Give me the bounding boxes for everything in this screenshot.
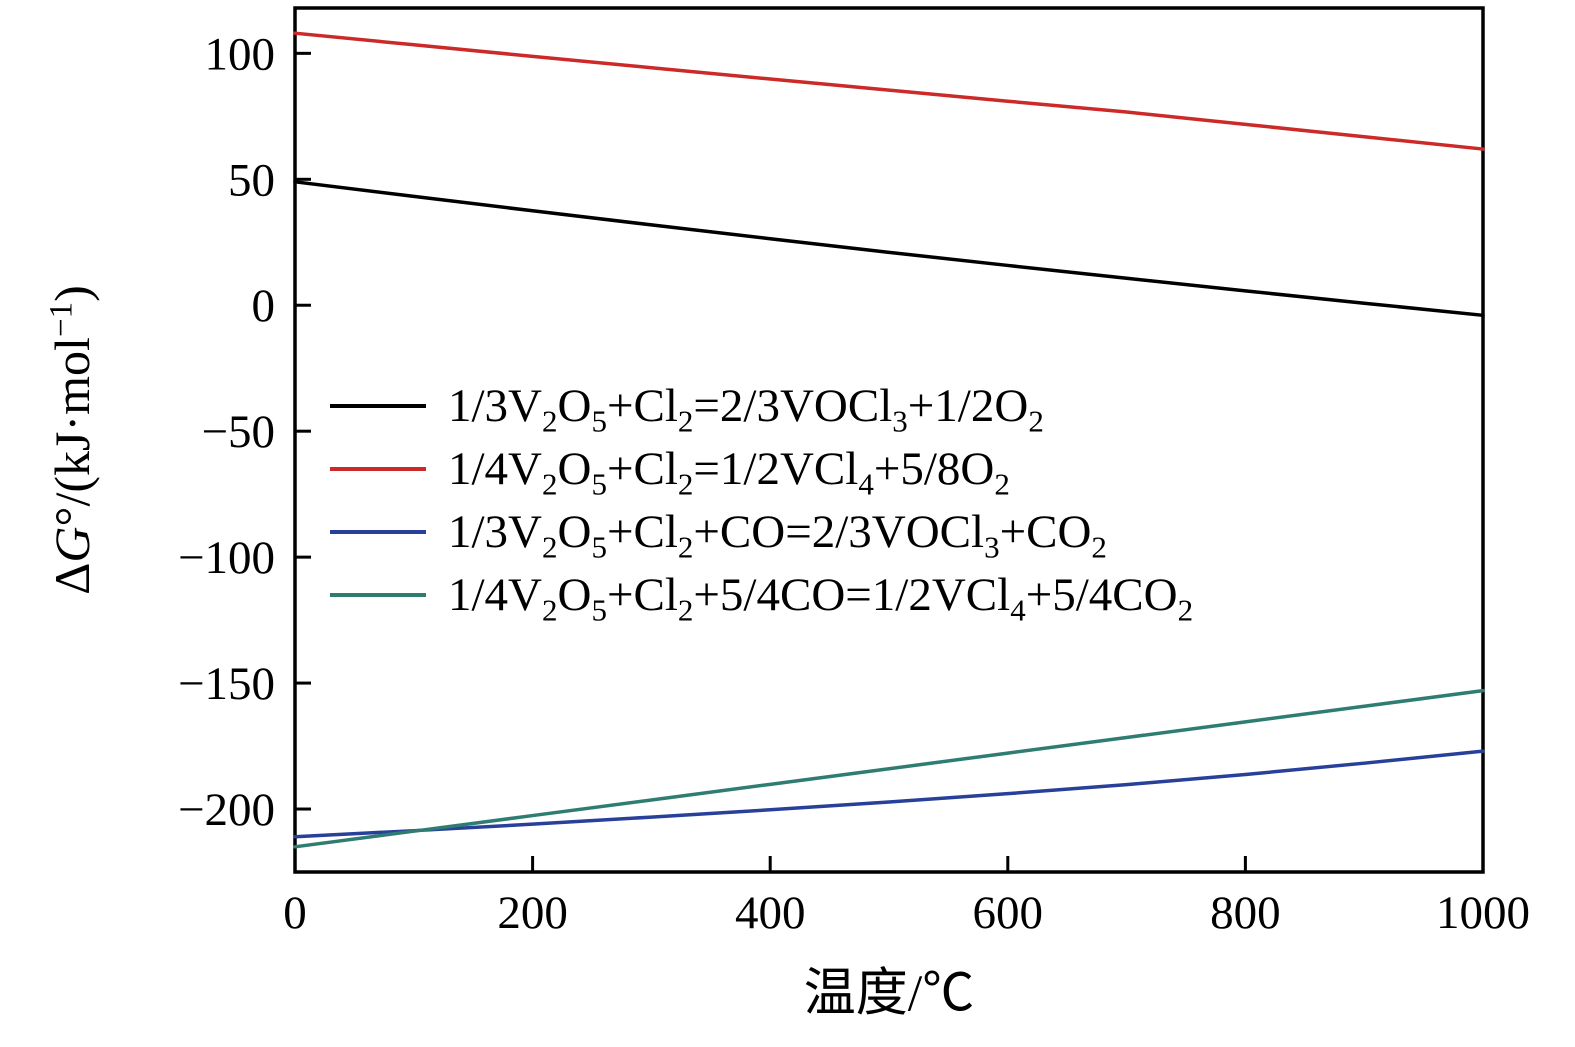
legend-line-sample: [330, 403, 426, 408]
x-tick-label: 800: [1210, 887, 1281, 939]
legend-item-2: 1/3V2O5+Cl2+CO=2/3VOCl3+CO2: [330, 504, 1193, 564]
series-line-3: [293, 688, 1485, 849]
legend-label: 1/3V2O5+Cl2=2/3VOCl3+1/2O2: [448, 379, 1044, 438]
y-tick-label: −50: [201, 406, 275, 458]
legend: 1/3V2O5+Cl2=2/3VOCl3+1/2O2 1/4V2O5+Cl2=1/…: [330, 378, 1194, 627]
plot-frame: [293, 6, 1485, 874]
series-line-0: [293, 180, 1485, 318]
y-axis-title: ΔG°/(kJ·mol−1): [43, 285, 100, 595]
legend-item-0: 1/3V2O5+Cl2=2/3VOCl3+1/2O2: [330, 378, 1193, 438]
x-tick-label: 600: [973, 887, 1044, 939]
series-line-1: [293, 31, 1485, 151]
y-tick-label: 0: [252, 280, 276, 332]
legend-line-sample: [330, 592, 426, 597]
legend-label: 1/3V2O5+Cl2+CO=2/3VOCl3+CO2: [448, 505, 1107, 564]
legend-item-1: 1/4V2O5+Cl2=1/2VCl4+5/8O2: [330, 441, 1193, 501]
y-tick-label: −100: [178, 532, 275, 584]
x-axis-title: 温度/℃: [803, 965, 975, 1023]
legend-label: 1/4V2O5+Cl2=1/2VCl4+5/8O2: [448, 442, 1010, 501]
x-tick-label: 200: [497, 887, 568, 939]
legend-line-sample: [330, 529, 426, 534]
legend-line-sample: [330, 466, 426, 471]
legend-label: 1/4V2O5+Cl2+5/4CO=1/2VCl4+5/4CO2: [448, 568, 1194, 627]
y-tick-label: −200: [178, 784, 275, 836]
y-tick-label: 100: [205, 28, 276, 80]
x-tick-label: 0: [283, 887, 307, 939]
series-line-2: [293, 749, 1485, 839]
y-tick-label: −150: [178, 658, 275, 710]
x-tick-label: 1000: [1436, 887, 1530, 939]
x-tick-label: 400: [735, 887, 806, 939]
y-tick-label: 50: [228, 154, 275, 206]
legend-item-3: 1/4V2O5+Cl2+5/4CO=1/2VCl4+5/4CO2: [330, 567, 1194, 627]
